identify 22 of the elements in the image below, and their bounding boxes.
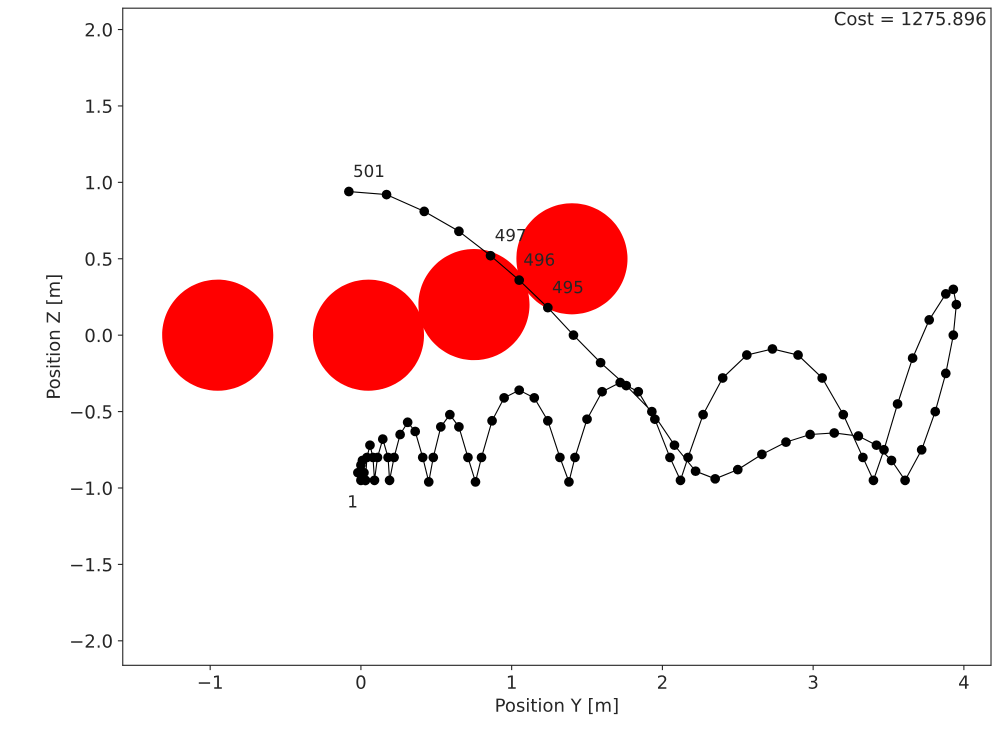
annotation: 495 <box>552 280 582 294</box>
annotation: Cost = 1275.896 <box>834 12 986 26</box>
y-axis-title: Position Z [m] <box>46 275 62 398</box>
annotation: 496 <box>524 253 554 266</box>
y-tick-label: 1.0 <box>86 176 112 190</box>
y-tick-label: −1.0 <box>71 481 112 496</box>
y-tick-label: 1.5 <box>86 100 112 114</box>
x-tick-label: 3 <box>808 675 818 689</box>
x-axis-title: Position Y [m] <box>496 698 618 714</box>
y-tick-label: 0.5 <box>86 252 112 266</box>
y-tick-label: −0.5 <box>71 405 112 419</box>
x-tick-label: 4 <box>959 676 969 689</box>
x-tick-label: −1 <box>198 676 222 689</box>
y-tick-label: −2.0 <box>71 634 112 648</box>
x-tick-label: 2 <box>658 675 666 689</box>
annotation: 501 <box>354 164 384 178</box>
x-tick-label: 1 <box>508 676 516 689</box>
annotation: 1 <box>349 495 356 508</box>
x-tick-label: 0 <box>356 675 366 689</box>
y-tick-label: 2.0 <box>86 22 112 37</box>
y-tick-label: −1.5 <box>71 558 112 572</box>
y-tick-label: 0.0 <box>86 328 112 342</box>
